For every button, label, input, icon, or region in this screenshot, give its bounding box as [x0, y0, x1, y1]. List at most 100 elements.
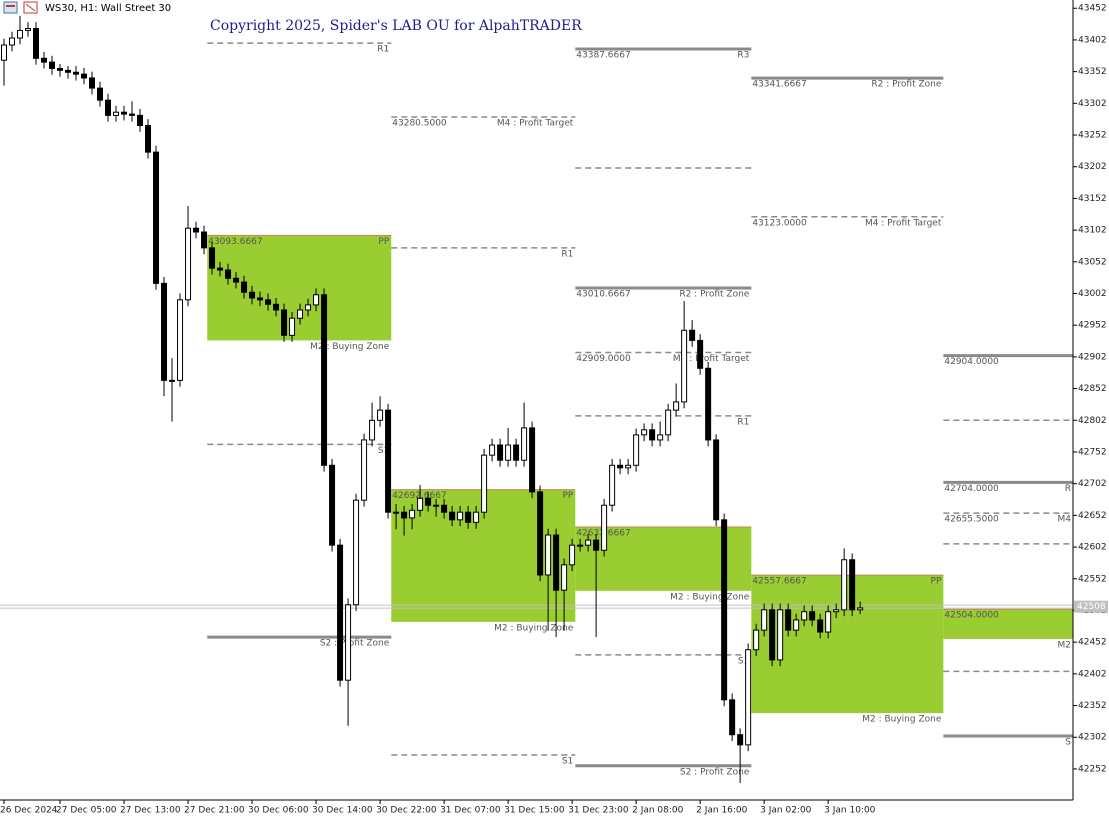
candle-body	[697, 339, 704, 369]
y-tick-label: 43152	[1078, 194, 1107, 204]
y-tick-label: 42952	[1078, 321, 1107, 331]
y-tick-label: 42552	[1078, 574, 1107, 584]
x-tick-label: 2 Jan 16:00	[696, 806, 748, 816]
candle-body	[321, 294, 328, 466]
candle-body	[249, 291, 256, 299]
level-value: 43123.0000	[752, 218, 807, 228]
candle-body	[169, 379, 176, 382]
candle-body	[841, 559, 848, 611]
level-tag: R2 : Profit Zone	[871, 80, 941, 90]
buying-zone	[751, 575, 944, 714]
candle-body	[345, 604, 352, 681]
candle-body	[825, 611, 832, 633]
candle-body	[745, 649, 752, 746]
x-tick-label: 31 Dec 15:00	[504, 806, 565, 816]
candle-body	[721, 519, 728, 701]
y-tick-label: 43402	[1078, 35, 1107, 45]
level-value: 43010.6667	[576, 290, 630, 300]
candle-body	[793, 619, 800, 631]
level-value: 42704.0000	[944, 484, 999, 494]
candle-body	[425, 497, 432, 506]
candle-body	[49, 61, 56, 69]
level-value: 43093.6667	[208, 237, 262, 247]
level-tag: M4 : Profit Target	[673, 354, 750, 364]
candle-body	[689, 329, 696, 341]
level-value: 42655.5000	[944, 515, 999, 525]
candle-body	[593, 539, 600, 551]
candle-body	[601, 504, 608, 551]
icon	[6, 5, 15, 7]
icon	[25, 3, 36, 12]
candle-body	[529, 427, 536, 493]
level-tag: R3	[737, 51, 749, 61]
level-tag: S2 : Profit Zone	[680, 767, 750, 777]
candle-body	[81, 73, 88, 79]
x-tick-label: 2 Jan 08:00	[632, 806, 684, 816]
level-tag: S1	[378, 446, 389, 456]
x-tick-label: 30 Dec 22:00	[376, 806, 437, 816]
candle-body	[289, 317, 296, 336]
x-tick-label: 27 Dec 05:00	[56, 806, 117, 816]
y-tick-label: 43452	[1078, 4, 1107, 14]
candle-body	[473, 511, 480, 523]
candle-body	[241, 281, 248, 293]
candle-body	[417, 497, 424, 511]
candle-body	[433, 504, 440, 507]
candle-body	[569, 544, 576, 566]
y-tick-label: 42402	[1078, 669, 1107, 679]
x-tick-label: 30 Dec 06:00	[248, 806, 309, 816]
x-tick-label: 27 Dec 21:00	[184, 806, 245, 816]
last-price-box	[1074, 600, 1108, 613]
candle-body	[849, 559, 856, 611]
level-tag: M4 : Profit Target	[497, 118, 574, 128]
y-tick-label: 42702	[1078, 479, 1107, 489]
x-tick-label: 31 Dec 07:00	[440, 806, 501, 816]
candle-body	[401, 511, 408, 519]
candle-body	[297, 309, 304, 319]
candle-body	[785, 609, 792, 631]
candle-body	[521, 427, 528, 461]
level-tag: M2 : Buying Zone	[310, 342, 390, 352]
x-tick-label: 30 Dec 14:00	[312, 806, 373, 816]
last-price-label: 42508	[1077, 602, 1106, 612]
candle-body	[361, 439, 368, 501]
candle-body	[553, 534, 560, 591]
candle-body	[65, 69, 72, 73]
y-tick-label: 42902	[1078, 352, 1107, 362]
candle-body	[265, 299, 272, 305]
y-tick-label: 42852	[1078, 384, 1107, 394]
candle-body	[9, 37, 16, 46]
y-tick-label: 43002	[1078, 289, 1107, 299]
candle-body	[33, 28, 40, 59]
candle-body	[505, 444, 512, 461]
level-tag: M2	[1058, 640, 1072, 650]
candle-body	[369, 419, 376, 441]
level-value: 43280.5000	[392, 118, 447, 128]
candle-body	[409, 509, 416, 519]
candle-body	[377, 409, 384, 421]
candle-body	[761, 609, 768, 631]
candle-body	[777, 609, 784, 661]
candle-body	[449, 511, 456, 521]
candle-body	[617, 464, 624, 469]
level-tag: M4 : Profit Target	[865, 218, 942, 228]
y-tick-label: 43202	[1078, 162, 1107, 172]
copyright: Copyright 2025, Spider's LAB OU for Alpa…	[210, 18, 582, 34]
level-value: 42504.0000	[944, 611, 999, 621]
level-tag: M2 : Buying Zone	[862, 715, 942, 725]
y-tick-label: 42652	[1078, 511, 1107, 521]
candle-body	[713, 439, 720, 521]
x-tick-label: 27 Dec 13:00	[120, 806, 181, 816]
candle-body	[497, 444, 504, 461]
x-tick-label: 3 Jan 10:00	[824, 806, 876, 816]
level-tag: R2 : Profit Zone	[679, 290, 749, 300]
level-tag: PP	[378, 237, 389, 247]
candle-body	[489, 444, 496, 456]
candle-body	[209, 247, 216, 269]
candle-body	[545, 534, 552, 576]
level-value: 43387.6667	[576, 51, 630, 61]
candle-body	[233, 277, 240, 283]
y-tick-label: 42752	[1078, 447, 1107, 457]
candle-body	[753, 629, 760, 651]
